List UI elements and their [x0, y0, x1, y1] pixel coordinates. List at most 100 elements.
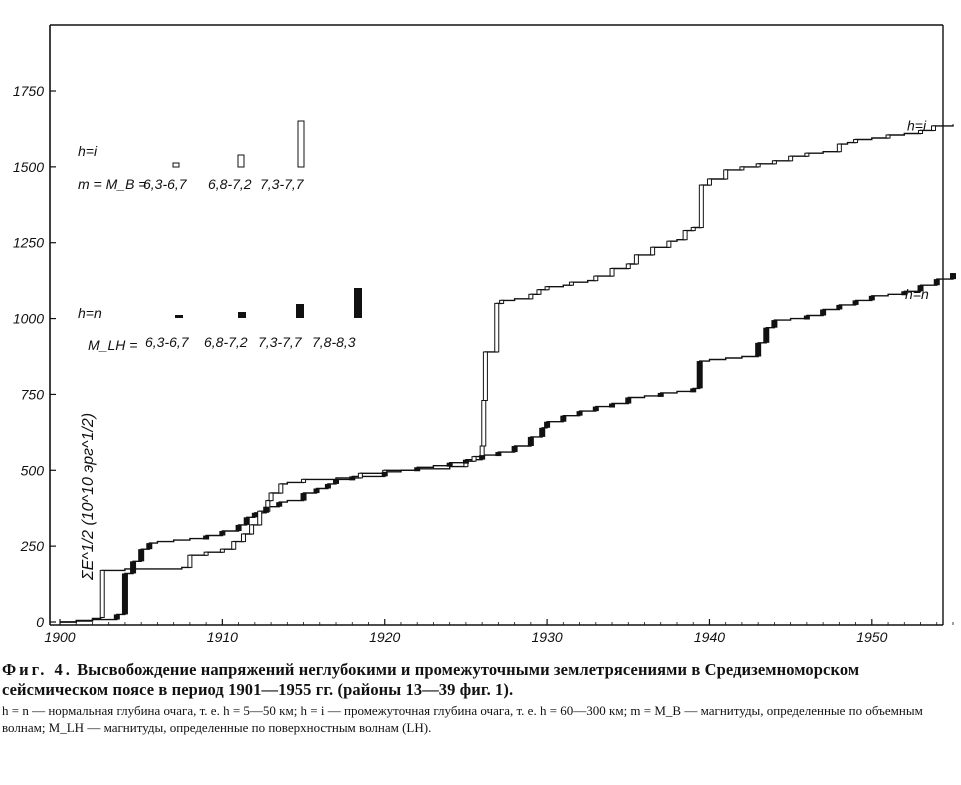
- series-h-i-marker: [219, 548, 225, 553]
- series-h-i-marker: [203, 551, 209, 556]
- caption-title-block: Фиг. 4. Высвобождение напряжений неглубо…: [2, 660, 957, 700]
- y-tick-label: 1750: [13, 83, 44, 99]
- y-tick-label: 500: [21, 462, 45, 478]
- series-h-i-end-label: h=i: [907, 117, 927, 133]
- series-h-i-marker: [471, 456, 477, 462]
- series-h-n-marker: [121, 573, 128, 615]
- stress-release-chart: 0 250 500 750 1000 1250 1500 1750 1900 1910 1920 19…: [13, 24, 956, 645]
- series-h-n-marker: [381, 471, 388, 477]
- series-h-n-marker: [300, 493, 307, 501]
- series-h-n-marker: [313, 488, 320, 494]
- axes: 0 250 500 750 1000 1250 1500 1750 1900 1910 1920 19…: [13, 24, 954, 645]
- series-h-i-marker: [494, 302, 500, 353]
- series-h-i-marker: [544, 286, 550, 291]
- series-h-n-marker: [113, 614, 120, 620]
- x-tick-label: 1900: [44, 629, 75, 645]
- series-h-i-marker: [706, 178, 712, 186]
- series-h-i-marker: [836, 143, 842, 153]
- series-h-n-marker: [576, 411, 583, 416]
- series-h-n-marker: [203, 535, 210, 540]
- legend-h-n-range: 6,3-6,7: [145, 334, 190, 350]
- y-tick-label: 250: [20, 538, 45, 554]
- legend-h-i-swatch: [237, 154, 245, 168]
- series-h-i-marker: [249, 524, 255, 535]
- legend-h-i-range: 7,3-7,7: [260, 176, 305, 192]
- series-h-i-marker: [278, 483, 284, 494]
- series-h-n-marker: [933, 279, 940, 286]
- series-h-i-marker: [568, 281, 574, 286]
- series-h-i-marker: [698, 184, 704, 229]
- series-h-i-marker: [885, 134, 891, 139]
- series-h-n-marker: [511, 446, 518, 453]
- y-tick-label: 750: [21, 386, 45, 402]
- series-h-n-marker: [755, 342, 762, 357]
- legend-h-n-label: h=n: [78, 305, 102, 321]
- y-tick-label: 1000: [13, 311, 44, 327]
- series-h-n-marker: [625, 397, 632, 404]
- series-h-n-line: [60, 273, 954, 623]
- legend-h-i-swatch: [297, 120, 305, 168]
- legend-h-n-swatch: [296, 304, 304, 318]
- caption-title: Высвобождение напряжений неглубокими и п…: [2, 660, 860, 699]
- series-h-i-marker: [666, 240, 672, 248]
- series-h-n-marker: [820, 309, 827, 316]
- series-h-n-marker: [527, 436, 534, 447]
- series-h-n-marker: [560, 415, 567, 422]
- x-tick-label: 1910: [207, 629, 238, 645]
- series-h-i-marker: [593, 275, 599, 282]
- series-h-n-marker: [462, 459, 469, 464]
- series-h-i-marker: [499, 299, 505, 304]
- caption-label: Фиг. 4.: [2, 660, 73, 679]
- series-h-n-marker: [130, 561, 137, 574]
- legend-h-n-range: 6,8-7,2: [204, 334, 248, 350]
- series-h-i-marker: [268, 492, 274, 502]
- series-h-i-marker: [99, 569, 105, 618]
- x-tick-label: 1950: [856, 629, 887, 645]
- legend-h-i-range: 6,3-6,7: [143, 176, 188, 192]
- series-h-i-marker: [739, 166, 745, 171]
- series-h-n-marker: [276, 502, 283, 507]
- series-h-i-marker: [240, 533, 246, 543]
- series-h-n-marker: [690, 388, 697, 393]
- x-tick-label: 1930: [532, 629, 563, 645]
- series-h-i-marker: [682, 230, 688, 241]
- series-h-i-marker: [771, 160, 777, 165]
- series-h-n-marker: [495, 452, 502, 457]
- series-h-i-marker: [755, 163, 761, 168]
- series-h-n-marker: [263, 506, 270, 513]
- series-h-n-marker: [657, 392, 664, 397]
- series-h-n-marker: [446, 462, 453, 467]
- legend-h-n-range: 7,3-7,7: [258, 334, 303, 350]
- series-h-n-marker: [771, 320, 778, 328]
- series-h-n-marker: [146, 543, 153, 550]
- legend-h-i-label: h=i: [78, 143, 98, 159]
- series-h-i-marker: [650, 246, 656, 256]
- series-h-i-marker: [257, 510, 263, 526]
- legend-layer: h=im = M_B =6,3-6,7 6,8-7,2 7,3-7,7h=nM_LH…: [78, 120, 362, 353]
- y-tick-label: 1500: [13, 159, 44, 175]
- series-h-n-marker: [138, 549, 145, 562]
- legend-h-n-m-label: M_LH =: [88, 337, 137, 353]
- series-h-n-marker: [479, 455, 486, 460]
- series-h-i-marker: [918, 129, 924, 134]
- series-h-i-marker: [528, 293, 534, 300]
- series-h-i-marker: [187, 554, 193, 568]
- series-h-n-marker: [609, 403, 616, 408]
- series-h-n-marker: [852, 300, 859, 305]
- series-h-i-marker: [625, 263, 631, 270]
- series-h-n-end-label: h=n: [905, 286, 929, 302]
- series-h-i-line: [60, 124, 954, 623]
- series-h-n-marker: [235, 524, 242, 531]
- series-h-n-marker: [901, 291, 908, 296]
- x-tick-label: 1920: [369, 629, 400, 645]
- legend-h-i-m-label: m = M_B =: [78, 176, 146, 192]
- y-tick-label: 1250: [13, 235, 44, 251]
- series-h-i-marker: [804, 152, 810, 157]
- legend-h-n-range: 7,8-8,3: [312, 334, 356, 350]
- series-h-n-marker: [243, 517, 250, 525]
- series-h-i-marker: [853, 139, 859, 144]
- series-h-n-marker: [539, 427, 546, 437]
- series-h-n-marker: [950, 273, 956, 280]
- legend-h-i-range: 6,8-7,2: [208, 176, 252, 192]
- series-h-n-marker: [544, 421, 551, 428]
